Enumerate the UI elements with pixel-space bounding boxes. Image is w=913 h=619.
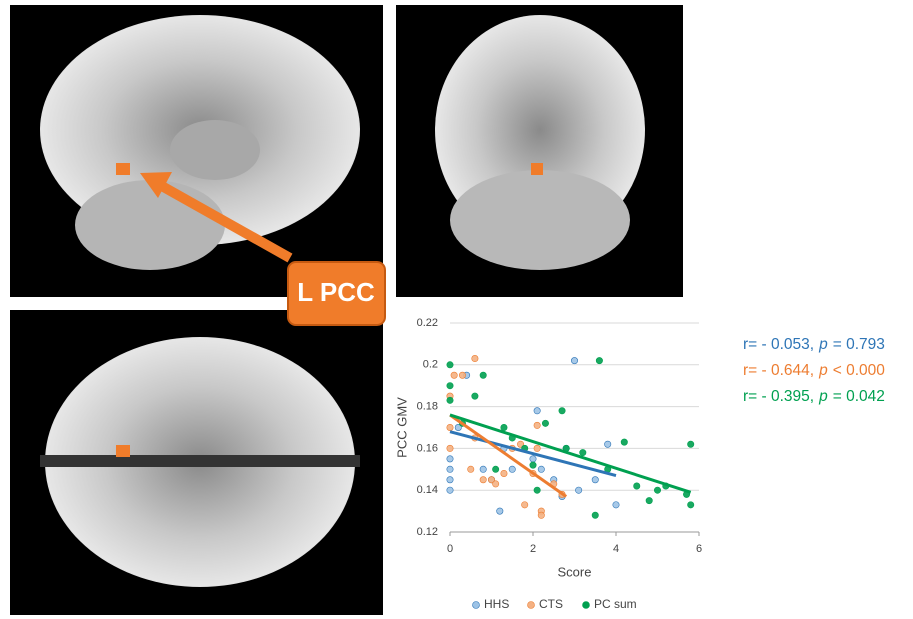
point bbox=[472, 393, 478, 399]
y-tick-label: 0.16 bbox=[417, 442, 438, 454]
x-tick-label: 6 bbox=[696, 543, 702, 555]
legend-label: PC sum bbox=[594, 597, 637, 611]
point bbox=[534, 422, 540, 428]
r-value: r= - 0.053, bbox=[743, 336, 814, 353]
point bbox=[492, 481, 498, 487]
y-tick-label: 0.12 bbox=[417, 526, 438, 538]
p-symbol: p bbox=[818, 336, 828, 353]
point bbox=[534, 487, 540, 493]
p-value: = 0.042 bbox=[833, 388, 885, 405]
roi-marker bbox=[531, 163, 543, 175]
point bbox=[538, 512, 544, 518]
point bbox=[634, 483, 640, 489]
point bbox=[447, 477, 453, 483]
stats-text: r= - 0.644,p < 0.000 bbox=[743, 362, 885, 379]
thalamus bbox=[170, 120, 260, 180]
point bbox=[621, 439, 627, 445]
point bbox=[688, 441, 694, 447]
midline bbox=[40, 455, 360, 467]
legend-marker bbox=[528, 602, 535, 609]
point bbox=[559, 408, 565, 414]
point bbox=[534, 408, 540, 414]
region-label: L PCC bbox=[297, 277, 375, 307]
point bbox=[501, 470, 507, 476]
point bbox=[447, 456, 453, 462]
x-tick-label: 2 bbox=[530, 543, 536, 555]
point bbox=[497, 508, 503, 514]
figure: L PCC 0.12 0.14 0.16 0.18 0.2 0.22 0 2 4 6 Score PC… bbox=[0, 0, 913, 619]
point bbox=[472, 355, 478, 361]
trendline bbox=[450, 432, 616, 476]
point bbox=[480, 466, 486, 472]
point bbox=[688, 502, 694, 508]
legend-marker bbox=[583, 602, 590, 609]
point bbox=[447, 383, 453, 389]
p-value: < 0.000 bbox=[833, 362, 886, 379]
point bbox=[613, 502, 619, 508]
point bbox=[646, 497, 652, 503]
point bbox=[530, 462, 536, 468]
point bbox=[468, 466, 474, 472]
point bbox=[480, 372, 486, 378]
point bbox=[592, 512, 598, 518]
brain-images: L PCC bbox=[10, 5, 683, 615]
point bbox=[575, 487, 581, 493]
x-axis-label: Score bbox=[558, 564, 592, 579]
scatter-chart: 0.12 0.14 0.16 0.18 0.2 0.22 0 2 4 6 Score PCC GMV H… bbox=[394, 317, 885, 611]
point bbox=[447, 466, 453, 472]
point bbox=[534, 445, 540, 451]
point bbox=[538, 466, 544, 472]
point bbox=[571, 357, 577, 363]
point bbox=[447, 445, 453, 451]
p-value: = 0.793 bbox=[833, 336, 885, 353]
p-symbol: p bbox=[818, 362, 828, 379]
point bbox=[459, 372, 465, 378]
r-value: r= - 0.395, bbox=[743, 388, 814, 405]
p-symbol: p bbox=[818, 388, 828, 405]
point bbox=[596, 357, 602, 363]
y-axis-label: PCC GMV bbox=[394, 397, 409, 458]
point bbox=[447, 397, 453, 403]
y-tick-label: 0.14 bbox=[417, 484, 438, 496]
x-tick-label: 4 bbox=[613, 543, 619, 555]
point bbox=[530, 456, 536, 462]
trendline bbox=[450, 415, 566, 497]
roi-marker bbox=[116, 445, 130, 457]
stats-text: r= - 0.053,p = 0.793 bbox=[743, 336, 885, 353]
legend-label: HHS bbox=[484, 597, 509, 611]
point bbox=[580, 449, 586, 455]
point bbox=[447, 424, 453, 430]
point bbox=[480, 477, 486, 483]
roi-marker bbox=[116, 163, 130, 175]
point bbox=[492, 466, 498, 472]
cerebellum bbox=[75, 180, 225, 270]
x-tick-label: 0 bbox=[447, 543, 453, 555]
y-tick-label: 0.18 bbox=[417, 401, 438, 413]
point bbox=[605, 441, 611, 447]
legend-label: CTS bbox=[539, 597, 563, 611]
y-tick-label: 0.2 bbox=[423, 359, 438, 371]
y-tick-label: 0.22 bbox=[417, 317, 438, 329]
stats-text: r= - 0.395,p = 0.042 bbox=[743, 388, 885, 405]
point bbox=[542, 420, 548, 426]
point bbox=[447, 362, 453, 368]
r-value: r= - 0.644, bbox=[743, 362, 814, 379]
point bbox=[654, 487, 660, 493]
point bbox=[509, 466, 515, 472]
legend-marker bbox=[473, 602, 480, 609]
point bbox=[592, 477, 598, 483]
point bbox=[451, 372, 457, 378]
coronal-cerebellum bbox=[450, 170, 630, 270]
point bbox=[522, 502, 528, 508]
point bbox=[501, 424, 507, 430]
point bbox=[447, 487, 453, 493]
